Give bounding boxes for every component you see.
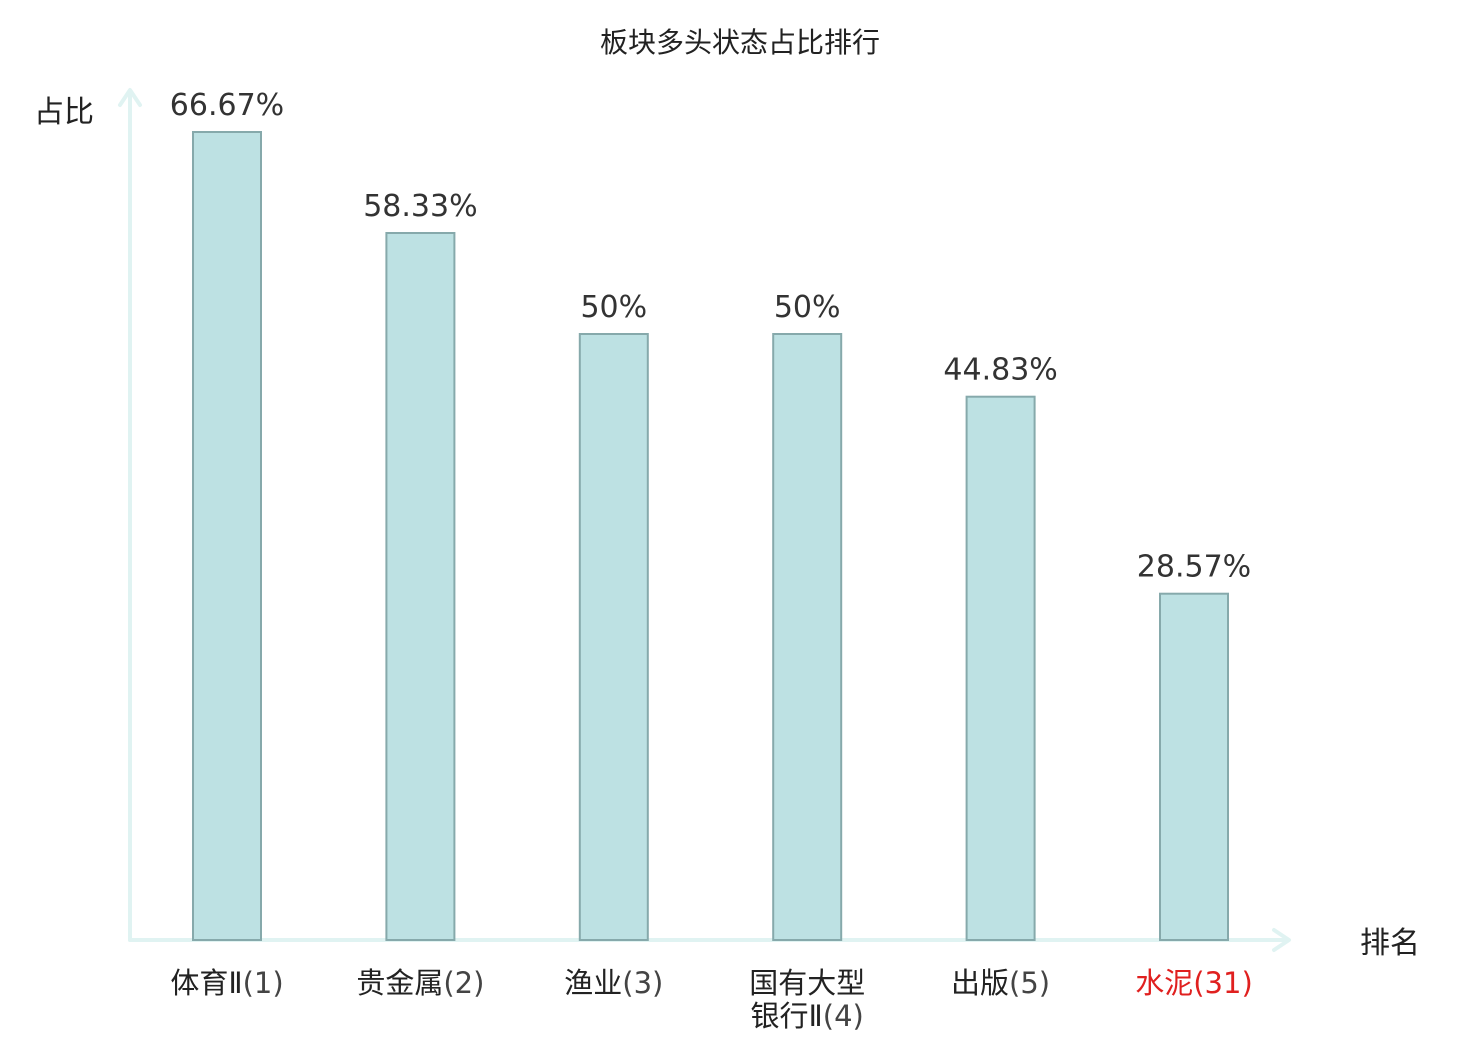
- bar-1: [192, 131, 262, 941]
- value-label-3: 50%: [580, 290, 647, 325]
- value-labels-group: 66.67% 58.33% 50% 50% 44.83% 28.57%: [170, 88, 1251, 585]
- category-label-3: 渔业(3): [564, 966, 663, 1000]
- category-label-5: 出版(5): [951, 966, 1050, 1000]
- category-label-1: 体育Ⅱ(1): [170, 966, 283, 1000]
- x-axis-label: 排名: [1360, 926, 1420, 961]
- value-label-1: 66.67%: [170, 88, 284, 123]
- category-label-4-line1: 国有大型: [749, 966, 865, 1000]
- category-label-2: 贵金属(2): [356, 966, 484, 1000]
- value-label-4: 50%: [774, 290, 841, 325]
- value-label-2: 58.33%: [363, 189, 477, 224]
- value-label-5: 44.83%: [943, 353, 1057, 388]
- bar-4: [772, 333, 843, 941]
- bar-3: [578, 333, 649, 941]
- value-label-6: 28.57%: [1137, 550, 1251, 585]
- category-label-6: 水泥(31): [1135, 966, 1253, 1000]
- x-axis-arrow: [1272, 928, 1291, 952]
- bar-6: [1159, 592, 1229, 941]
- bars-group: [192, 131, 1229, 941]
- bar-2: [385, 232, 456, 941]
- category-label-4-line2: 银行Ⅱ(4): [751, 999, 864, 1033]
- chart-title: 板块多头状态占比排行: [600, 26, 880, 59]
- y-axis-arrow: [118, 88, 142, 107]
- bar-5: [965, 395, 1036, 941]
- y-axis-label: 占比: [34, 95, 94, 130]
